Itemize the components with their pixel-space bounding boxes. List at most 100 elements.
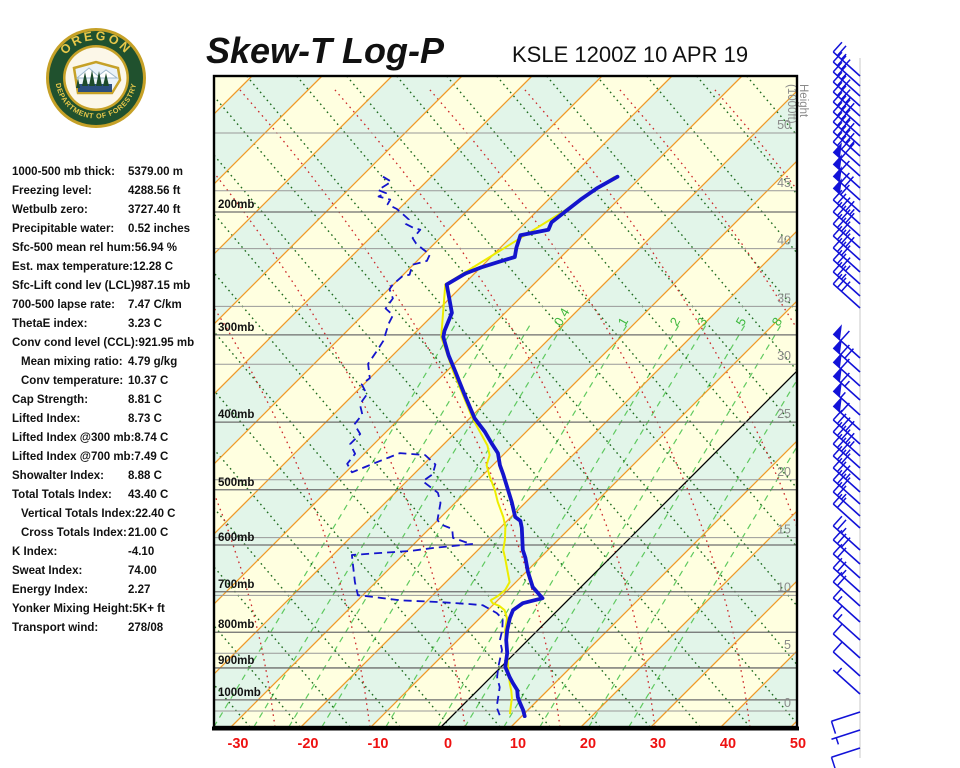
index-row: Cap Strength: 8.81 C xyxy=(12,394,194,413)
index-label: Vertical Totals Index: xyxy=(21,508,136,520)
temperature-trace xyxy=(441,174,620,718)
index-value: 5379.00 m xyxy=(128,166,183,178)
pressure-labels: 200mb 300mb 400mb 500mb 600mb 700mb 800mb 900mb… xyxy=(218,199,261,699)
index-value: 21.00 C xyxy=(128,527,169,539)
index-label: Precipitable water: xyxy=(12,223,115,235)
svg-text:-10: -10 xyxy=(368,736,389,752)
index-value: 12.28 C xyxy=(132,261,174,273)
isotherms xyxy=(214,76,797,727)
index-value: 7.49 C xyxy=(134,451,169,463)
index-value: 56.94 % xyxy=(134,242,177,254)
wind-barb xyxy=(832,352,861,387)
svg-text:45: 45 xyxy=(777,176,791,190)
index-row: 700-500 lapse rate: 7.47 C/km xyxy=(12,299,194,318)
wind-barb xyxy=(832,142,861,177)
index-label: 1000-500 mb thick: xyxy=(12,166,115,178)
index-row: Freezing level: 4288.56 ft xyxy=(12,185,194,204)
wind-barb xyxy=(832,396,861,431)
wind-barb xyxy=(832,515,861,551)
index-label: Energy Index: xyxy=(12,584,89,596)
index-label: ThetaE index: xyxy=(12,318,88,330)
index-row: Yonker Mixing Height:5K+ ft xyxy=(12,603,194,622)
index-value: 8.74 C xyxy=(134,432,169,444)
index-row: Conv temperature: 10.37 C xyxy=(12,375,194,394)
svg-text:500mb: 500mb xyxy=(218,477,254,489)
index-label: 700-500 lapse rate: xyxy=(12,299,115,311)
wind-barb xyxy=(832,457,861,493)
logo-scene xyxy=(72,60,122,95)
wind-barb xyxy=(832,667,861,695)
wind-barb xyxy=(830,711,861,734)
index-value: 4288.56 ft xyxy=(128,185,181,197)
svg-text:10: 10 xyxy=(510,736,526,752)
wind-barb xyxy=(832,338,861,373)
height-axis-title: Height(1000ft) xyxy=(785,84,809,124)
wind-barb xyxy=(832,201,861,237)
svg-text:900mb: 900mb xyxy=(218,655,254,667)
svg-text:-30: -30 xyxy=(228,736,249,752)
index-row: Lifted Index @300 mb:8.74 C xyxy=(12,432,194,451)
index-value: 278/08 xyxy=(128,622,164,634)
index-label: Sfc-500 mean rel hum: xyxy=(12,242,135,254)
wind-barb xyxy=(832,469,861,505)
index-row: Wetbulb zero: 3727.40 ft xyxy=(12,204,194,223)
wind-barb xyxy=(832,61,861,97)
svg-text:30: 30 xyxy=(650,736,666,752)
svg-text:800mb: 800mb xyxy=(218,619,254,631)
wind-barb xyxy=(832,557,861,593)
wind-barb xyxy=(830,747,861,768)
index-row: Mean mixing ratio: 4.79 g/kg xyxy=(12,356,194,375)
wind-barb xyxy=(832,366,861,401)
svg-text:25: 25 xyxy=(777,407,791,421)
wind-barb xyxy=(832,433,861,469)
svg-text:15: 15 xyxy=(777,523,791,537)
wind-barb-column xyxy=(830,41,861,768)
wind-barb xyxy=(832,605,861,641)
index-row: Lifted Index: 8.73 C xyxy=(12,413,194,432)
index-value: 3727.40 ft xyxy=(128,204,181,216)
svg-text:50: 50 xyxy=(777,118,791,132)
svg-text:600mb: 600mb xyxy=(218,532,254,544)
index-value: 8.81 C xyxy=(128,394,162,406)
svg-text:50: 50 xyxy=(790,736,806,752)
index-row: Lifted Index @700 mb:7.49 C xyxy=(12,451,194,470)
index-label: Transport wind: xyxy=(12,622,99,634)
svg-text:400mb: 400mb xyxy=(218,409,254,421)
wind-barb xyxy=(832,409,861,445)
index-row: Est. max temperature:12.28 C xyxy=(12,261,194,280)
index-label: Wetbulb zero: xyxy=(12,204,88,216)
svg-text:40: 40 xyxy=(720,736,736,752)
wind-barb xyxy=(832,481,861,517)
svg-text:10: 10 xyxy=(777,580,791,594)
page-title: Skew-T Log-P xyxy=(206,30,445,71)
index-label: Freezing level: xyxy=(12,185,92,197)
index-value: 5K+ ft xyxy=(132,603,165,615)
wind-barb xyxy=(832,641,861,677)
wind-barb xyxy=(832,225,861,261)
index-row: Energy Index: 2.27 xyxy=(12,584,194,603)
wind-barb xyxy=(832,131,861,167)
indices-panel: 1000-500 mb thick: 5379.00 m Freezing leve… xyxy=(12,166,194,641)
index-value: 3.23 C xyxy=(128,318,162,330)
index-label: Lifted Index @300 mb: xyxy=(12,432,135,444)
wind-barb xyxy=(832,154,861,189)
index-label: K Index: xyxy=(12,546,58,558)
wind-barb xyxy=(832,587,861,623)
index-label: Yonker Mixing Height: xyxy=(12,603,133,615)
index-value: 0.52 inches xyxy=(128,223,191,235)
index-label: Total Totals Index: xyxy=(12,489,112,501)
svg-text:200mb: 200mb xyxy=(218,199,254,211)
index-row: Sfc-Lift cond lev (LCL)987.15 mb xyxy=(12,280,194,299)
index-label: Lifted Index: xyxy=(12,413,81,425)
wind-barb xyxy=(832,261,861,297)
wind-barb xyxy=(832,51,861,87)
wind-barb xyxy=(832,249,861,285)
index-row: Transport wind: 278/08 xyxy=(12,622,194,641)
odf-logo: OREGON DEPARTMENT OF FORESTRY xyxy=(46,28,146,128)
svg-text:300mb: 300mb xyxy=(218,322,254,334)
index-label: Cross Totals Index: xyxy=(21,527,127,539)
index-label: Est. max temperature: xyxy=(12,261,133,273)
svg-text:0: 0 xyxy=(784,696,791,710)
index-value: 7.47 C/km xyxy=(128,299,182,311)
index-row: Conv cond level (CCL):921.95 mb xyxy=(12,337,194,356)
